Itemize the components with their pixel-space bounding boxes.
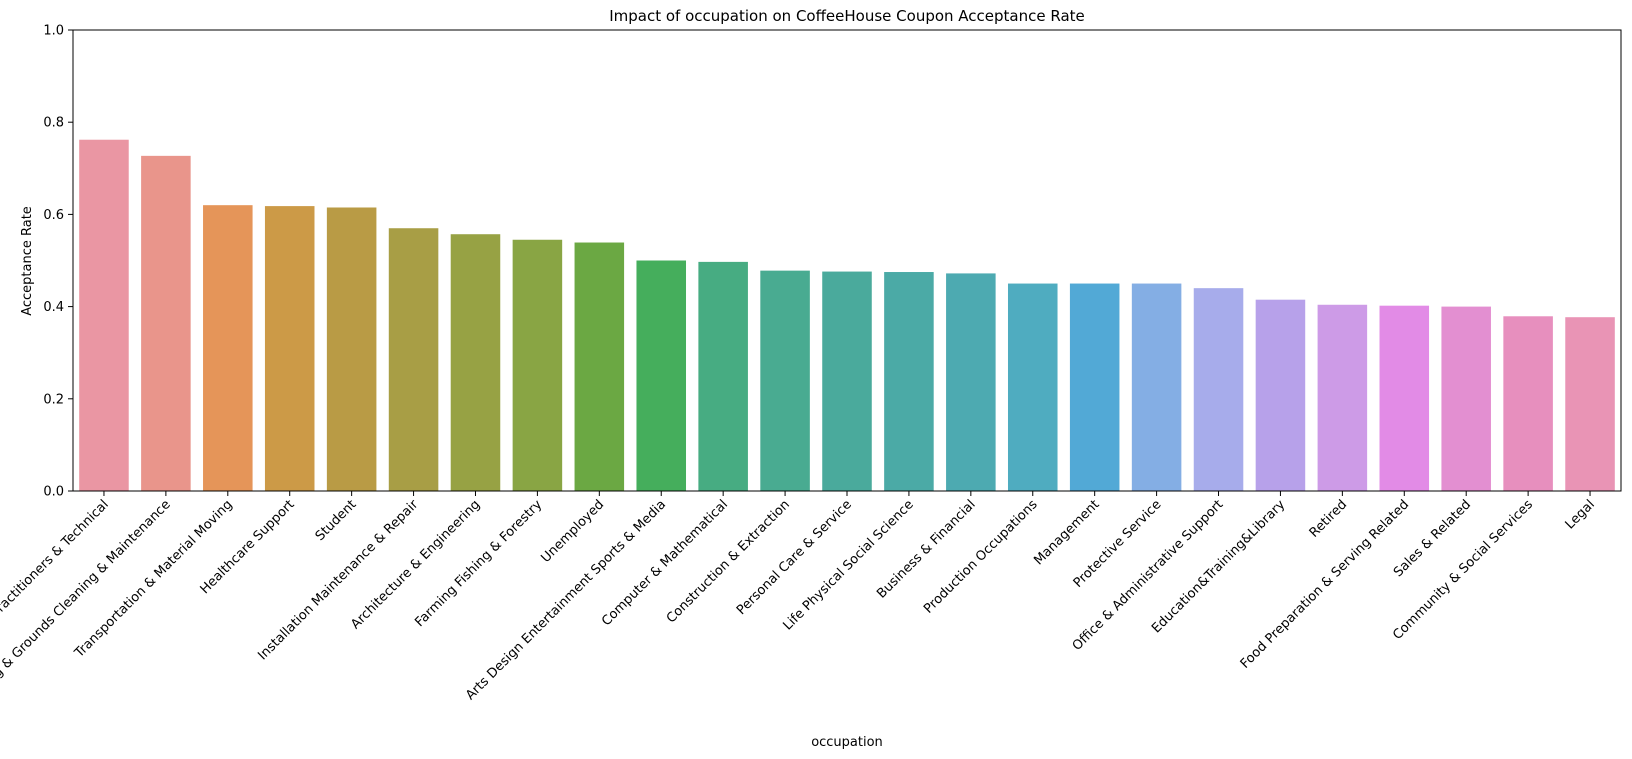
x-tick-label: Computer & Mathematical <box>599 497 731 629</box>
bar <box>575 243 625 491</box>
x-tick-label: Legal <box>1563 497 1598 532</box>
x-axis: Healthcare Practitioners & TechnicalBuil… <box>0 491 1598 712</box>
bar <box>141 156 191 491</box>
bar <box>79 140 129 491</box>
y-axis-label: Acceptance Rate <box>20 206 35 316</box>
y-tick-label: 0.8 <box>43 116 64 131</box>
x-tick-label: Production Occupations <box>921 497 1041 617</box>
bar <box>265 206 315 491</box>
bar <box>451 234 501 491</box>
bar <box>1256 300 1306 491</box>
bar <box>203 205 253 491</box>
y-tick-label: 0.2 <box>43 392 64 407</box>
x-tick-label: Personal Care & Service <box>734 497 855 618</box>
x-tick-label: Education&Training&Library <box>1149 497 1288 636</box>
x-tick-label: Architecture & Engineering <box>348 497 483 632</box>
y-tick-label: 0.6 <box>43 208 64 223</box>
x-axis-label: occupation <box>811 735 883 750</box>
bar <box>1008 284 1058 491</box>
bar <box>884 272 934 491</box>
bar <box>1318 305 1368 491</box>
x-tick-label: Farming Fishing & Forestry <box>412 497 545 630</box>
bar <box>636 261 686 492</box>
bar <box>946 273 996 491</box>
bar <box>513 240 563 491</box>
y-axis: 0.0 0.2 0.4 0.6 0.8 1.0 <box>43 24 73 500</box>
bar <box>389 228 439 491</box>
x-tick-label: Retired <box>1307 497 1350 540</box>
y-tick-label: 1.0 <box>43 24 64 39</box>
y-tick-label: 0.4 <box>43 300 64 315</box>
x-tick-label: Student <box>313 497 360 544</box>
bar <box>1070 284 1120 491</box>
bar <box>327 207 377 491</box>
bars-group <box>79 140 1615 491</box>
bar <box>1441 307 1491 491</box>
bar <box>1380 306 1430 491</box>
bar <box>1132 284 1182 491</box>
bar <box>1565 317 1615 491</box>
x-tick-label: Construction & Extraction <box>664 497 793 626</box>
x-tick-label: Management <box>1031 497 1102 568</box>
bar <box>1194 288 1244 491</box>
x-tick-label: Unemployed <box>538 497 607 566</box>
bar <box>822 272 872 491</box>
chart-title: Impact of occupation on CoffeeHouse Coup… <box>609 7 1085 25</box>
bar <box>1503 316 1553 491</box>
bar <box>760 271 810 491</box>
y-tick-label: 0.0 <box>43 485 64 500</box>
x-tick-label: Life Physical Social Science <box>781 497 917 633</box>
bar <box>698 262 748 491</box>
x-tick-label: Community & Social Services <box>1390 497 1536 643</box>
